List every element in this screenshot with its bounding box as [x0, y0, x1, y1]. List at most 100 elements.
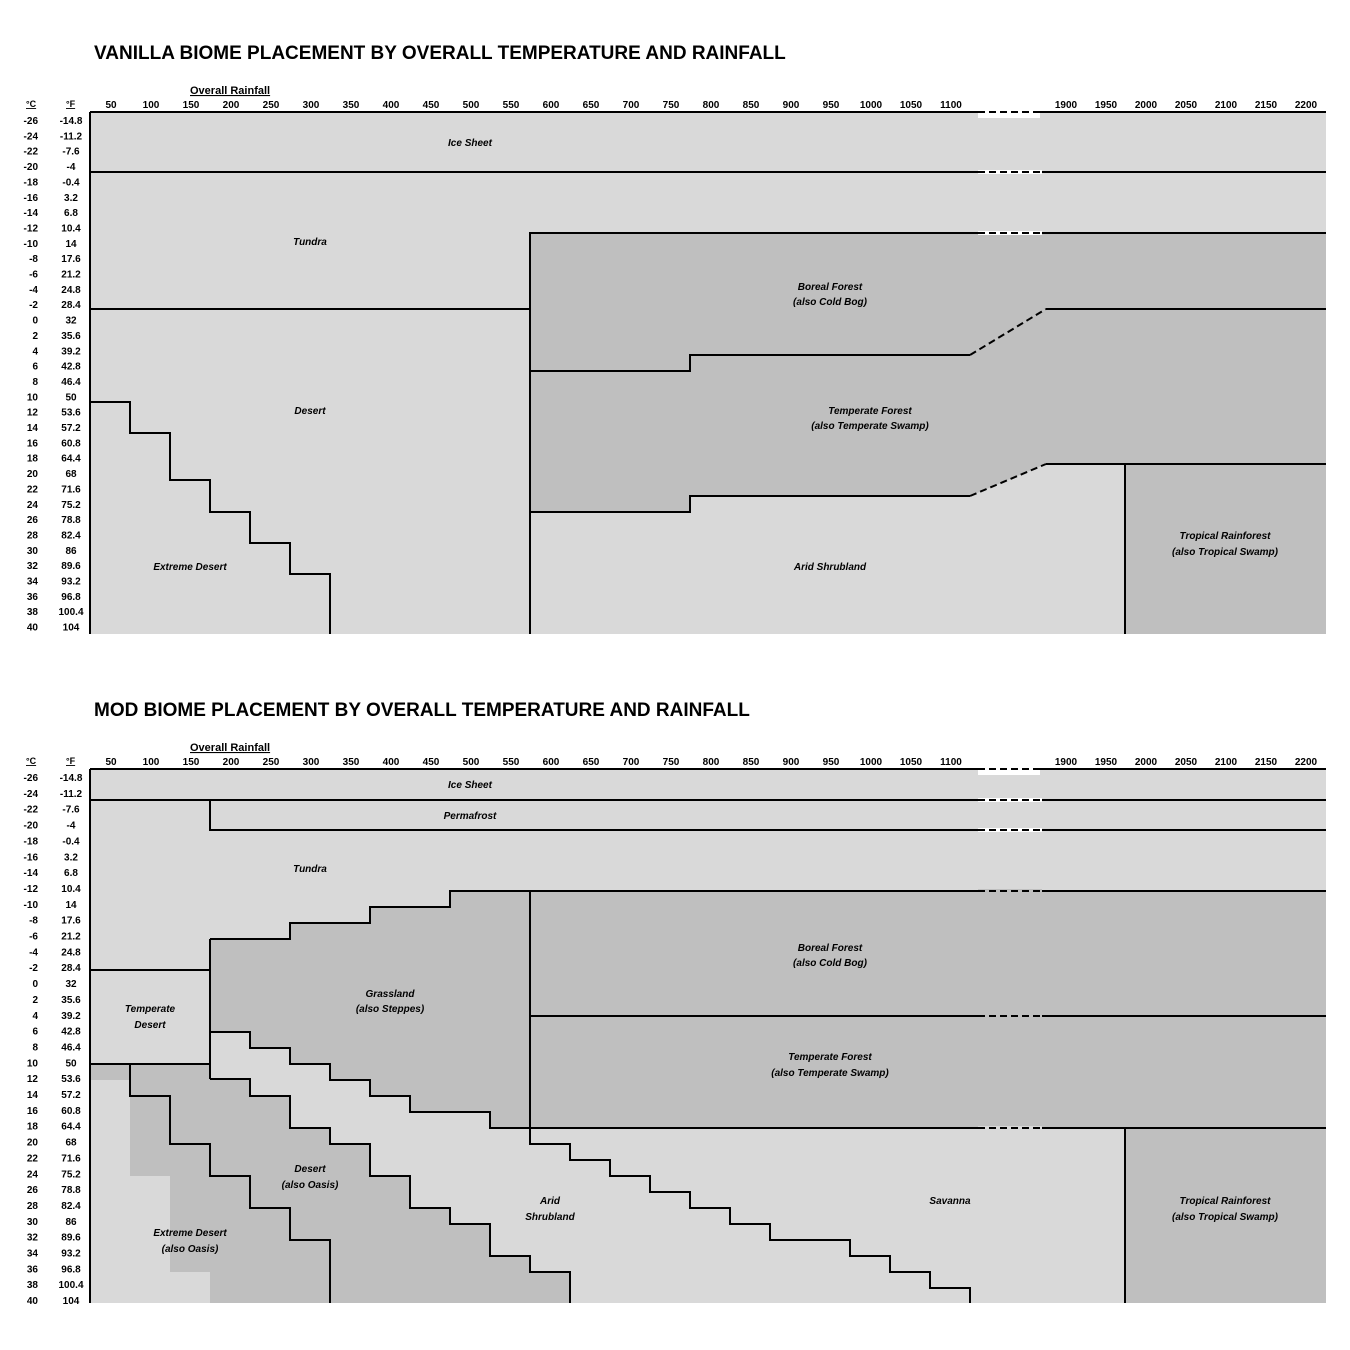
vanilla-rainfall-tick: 500: [463, 100, 480, 111]
vanilla-celsius-unit: °C: [26, 99, 37, 109]
mod-fahrenheit-tick: 3.2: [64, 852, 78, 863]
mod-fahrenheit-tick: 14: [65, 900, 77, 911]
mod-celsius-tick: -26: [24, 773, 39, 784]
mod-label-extreme-desert-sub: (also Oasis): [162, 1244, 219, 1255]
vanilla-rainfall-tick: 2000: [1135, 100, 1158, 111]
vanilla-celsius-tick: 18: [27, 454, 39, 465]
mod-chart-title: MOD BIOME PLACEMENT BY OVERALL TEMPERATU…: [94, 700, 750, 721]
vanilla-celsius-tick: -8: [29, 254, 38, 265]
mod-label-tropical-rainforest: Tropical Rainforest: [1180, 1196, 1272, 1207]
vanilla-rainfall-tick: 400: [383, 100, 400, 111]
mod-label-boreal-forest-sub: (also Cold Bog): [793, 958, 868, 969]
mod-celsius-tick: 16: [27, 1106, 39, 1117]
mod-rainfall-tick: 2100: [1215, 757, 1238, 768]
mod-fahrenheit-tick: 32: [65, 979, 77, 990]
vanilla-celsius-tick: -26: [24, 116, 39, 127]
vanilla-fahrenheit-tick: 35.6: [61, 331, 81, 342]
vanilla-rainfall-title: Overall Rainfall: [190, 85, 270, 97]
mod-grassland-bottom-boundary: [210, 1031, 530, 1129]
mod-celsius-tick: 26: [27, 1185, 39, 1196]
mod-fahrenheit-tick: 78.8: [61, 1185, 81, 1196]
vanilla-fahrenheit-tick: 21.2: [61, 270, 81, 281]
vanilla-celsius-tick: 12: [27, 408, 39, 419]
mod-fahrenheit-tick: 86: [65, 1217, 77, 1228]
mod-celsius-tick: 40: [27, 1296, 39, 1307]
mod-rainfall-tick: 650: [583, 757, 600, 768]
mod-region-extreme-desert-dark: [130, 1080, 330, 1303]
mod-label-desert-sub: (also Oasis): [282, 1180, 339, 1191]
vanilla-label-extreme-desert: Extreme Desert: [153, 562, 227, 573]
mod-celsius-tick: 30: [27, 1217, 39, 1228]
mod-celsius-tick: 32: [27, 1233, 39, 1244]
vanilla-chart: VANILLA BIOME PLACEMENT BY OVERALL TEMPE…: [24, 43, 1326, 634]
mod-rainfall-tick: 2050: [1175, 757, 1198, 768]
mod-fahrenheit-tick: 89.6: [61, 1233, 81, 1244]
vanilla-fahrenheit-tick: 78.8: [61, 515, 81, 526]
vanilla-celsius-tick: -6: [29, 270, 38, 281]
mod-celsius-tick: -10: [24, 900, 39, 911]
vanilla-celsius-tick: 30: [27, 546, 39, 557]
vanilla-label-boreal-forest-sub: (also Cold Bog): [793, 297, 868, 308]
mod-rainfall-tick: 500: [463, 757, 480, 768]
mod-region-desert: [90, 1064, 570, 1303]
vanilla-celsius-tick: 38: [27, 607, 39, 618]
mod-label-savanna: Savanna: [929, 1196, 971, 1207]
vanilla-celsius-tick: 6: [32, 362, 38, 373]
mod-celsius-tick: -24: [24, 789, 39, 800]
mod-rainfall-title: Overall Rainfall: [190, 742, 270, 754]
mod-fahrenheit-tick: 57.2: [61, 1090, 81, 1101]
vanilla-celsius-tick: -10: [24, 239, 39, 250]
mod-extreme-desert-boundary: [129, 1064, 331, 1303]
mod-fahrenheit-tick: 104: [63, 1296, 80, 1307]
vanilla-fahrenheit-tick: 28.4: [61, 300, 81, 311]
vanilla-fahrenheit-tick: 50: [65, 392, 77, 403]
mod-celsius-tick: 6: [32, 1027, 38, 1038]
mod-rainfall-tick: 1950: [1095, 757, 1118, 768]
mod-celsius-tick: 4: [32, 1011, 38, 1022]
vanilla-axis-gap-mask: [978, 108, 1040, 118]
vanilla-rainfall-ticks: 50 100 150 200 250 300 350 400 450 500 550 600 650 70…: [105, 100, 1317, 111]
mod-celsius-tick: -8: [29, 916, 38, 927]
vanilla-rainfall-tick: 850: [743, 100, 760, 111]
vanilla-rainfall-tick: 2050: [1175, 100, 1198, 111]
mod-rainfall-tick: 450: [423, 757, 440, 768]
mod-celsius-tick: -14: [24, 868, 39, 879]
mod-fahrenheit-tick: -4: [67, 821, 76, 832]
mod-rainfall-tick: 400: [383, 757, 400, 768]
vanilla-boreal-temperate-boundary: [530, 354, 970, 372]
mod-rainfall-tick: 600: [543, 757, 560, 768]
mod-rainfall-tick: 750: [663, 757, 680, 768]
vanilla-fahrenheit-tick: -7.6: [62, 147, 80, 158]
mod-label-tropical-rainforest-sub: (also Tropical Swamp): [1172, 1212, 1279, 1223]
vanilla-fahrenheit-tick: 3.2: [64, 193, 78, 204]
vanilla-fahrenheit-tick: 46.4: [61, 377, 81, 388]
vanilla-fahrenheit-tick: 96.8: [61, 592, 81, 603]
mod-rainfall-tick: 850: [743, 757, 760, 768]
mod-rainfall-tick: 2200: [1295, 757, 1318, 768]
vanilla-rainfall-tick: 1050: [900, 100, 923, 111]
vanilla-celsius-ticks: -26-24-22-20-18-16-14-12-10-8-6-4-202468…: [24, 116, 39, 634]
mod-celsius-tick: 34: [27, 1249, 39, 1260]
mod-celsius-tick: 12: [27, 1074, 39, 1085]
vanilla-celsius-tick: -22: [24, 147, 39, 158]
mod-fahrenheit-tick: 35.6: [61, 995, 81, 1006]
mod-label-ice-sheet: Ice Sheet: [448, 780, 493, 791]
vanilla-chart-title: VANILLA BIOME PLACEMENT BY OVERALL TEMPE…: [94, 43, 786, 64]
mod-celsius-tick: 18: [27, 1122, 39, 1133]
vanilla-fahrenheit-tick: 10.4: [61, 223, 81, 234]
vanilla-celsius-tick: 10: [27, 392, 39, 403]
mod-label-temperate-forest-sub: (also Temperate Swamp): [771, 1068, 889, 1079]
mod-fahrenheit-ticks: -14.8 -11.2 -7.6 -4 -0.4 3.2 6.8 10.4 14 17.6 21.2…: [58, 773, 83, 1307]
vanilla-label-boreal-forest: Boreal Forest: [798, 282, 863, 293]
vanilla-celsius-tick: 40: [27, 623, 39, 634]
vanilla-rainfall-tick: 450: [423, 100, 440, 111]
vanilla-fahrenheit-tick: 82.4: [61, 530, 81, 541]
mod-fahrenheit-tick: 17.6: [61, 916, 81, 927]
mod-fahrenheit-tick: -7.6: [62, 805, 80, 816]
vanilla-celsius-tick: 16: [27, 438, 39, 449]
mod-region-boreal-forest: [530, 891, 1326, 1016]
mod-celsius-tick: 2: [32, 995, 38, 1006]
vanilla-celsius-tick: 4: [32, 346, 38, 357]
mod-fahrenheit-tick: -14.8: [60, 773, 83, 784]
vanilla-fahrenheit-tick: 75.2: [61, 500, 81, 511]
